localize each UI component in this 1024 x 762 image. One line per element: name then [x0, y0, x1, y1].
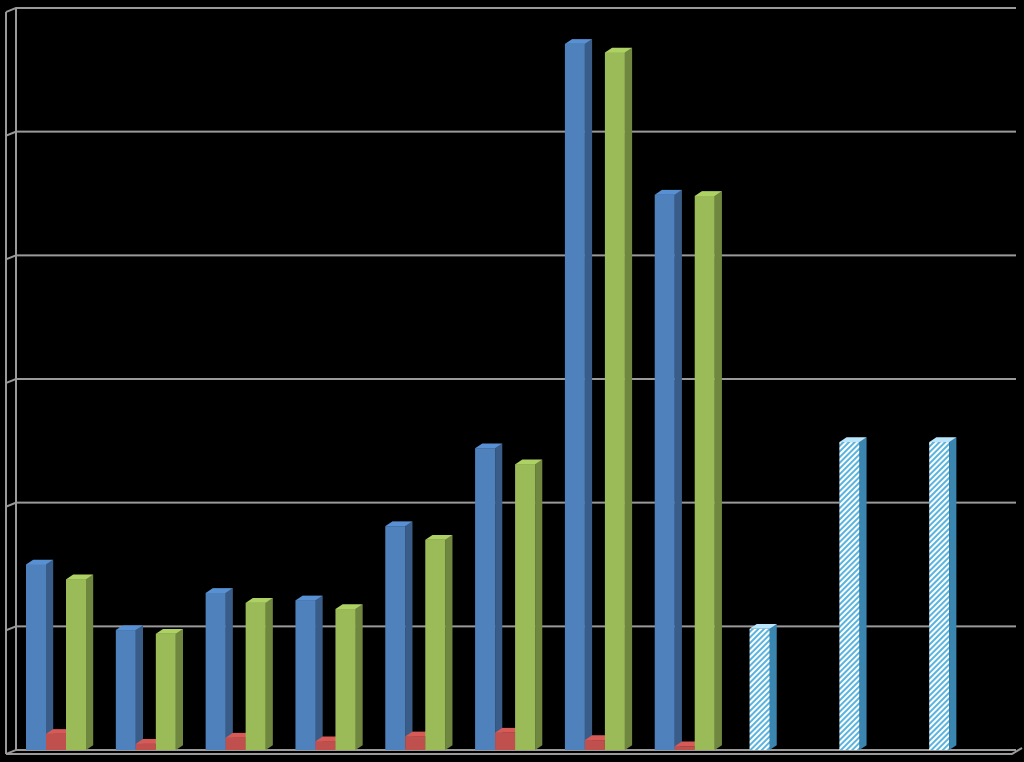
bar-series3-cat7-top — [604, 47, 633, 53]
bar-series4-cat11-top — [929, 437, 957, 443]
bar-series3-cat6-side — [535, 459, 543, 750]
bar-series1-cat1-side — [46, 559, 54, 750]
bar-series3-cat2 — [155, 628, 184, 750]
bar-series3-cat1 — [66, 574, 94, 750]
bar-series4-cat9-front — [749, 628, 770, 750]
bar-series4-cat11-side — [949, 437, 957, 750]
bar-series1-cat3 — [205, 588, 233, 750]
bar-series3-cat4-side — [355, 604, 363, 750]
axes — [5, 8, 1023, 755]
bars — [26, 39, 957, 751]
bar-series2-cat4-front — [315, 741, 336, 750]
bar-series3-cat5 — [425, 534, 453, 750]
bar-series1-cat3-top — [205, 588, 233, 593]
bar-series1-cat6-front — [475, 448, 496, 750]
bar-series3-cat2-side — [175, 628, 184, 750]
bar-series3-cat8-top — [694, 191, 722, 196]
bar-series3-cat4-top — [335, 604, 363, 610]
bar-series1-cat1 — [26, 559, 54, 750]
bar-series2-cat2-front — [135, 743, 156, 750]
bar-series1-cat4-top — [295, 595, 323, 601]
bar-series2-cat8-front — [674, 746, 695, 750]
bar-series2-cat6-front — [495, 732, 516, 750]
bar-series3-cat7 — [604, 47, 633, 751]
bar-series4-cat9 — [749, 624, 777, 750]
bar-series1-cat7-top — [564, 39, 593, 44]
bar-series3-cat8-side — [714, 191, 722, 750]
bar-series1-cat8-front — [654, 194, 675, 750]
bar-series4-cat11-front — [929, 442, 950, 750]
x-axis-floor — [6, 747, 1023, 755]
bar-series4-cat10-side — [859, 437, 867, 750]
bar-series3-cat3-front — [245, 602, 266, 750]
bar-series4-cat10 — [839, 437, 867, 750]
bar-series1-cat6-side — [495, 443, 503, 750]
bar-series3-cat3 — [245, 598, 273, 750]
bar-series3-cat5-top — [425, 534, 453, 540]
bar-series2-cat7-front — [584, 740, 605, 750]
bar-series4-cat9-top — [749, 624, 777, 629]
bar-series3-cat3-side — [265, 598, 273, 750]
bar-series3-cat6 — [515, 459, 543, 750]
bar-series1-cat4-side — [315, 595, 323, 750]
bar-series3-cat8-front — [694, 195, 715, 750]
bar-series1-cat5-front — [385, 526, 406, 750]
bar-series1-cat4-front — [295, 600, 316, 750]
bar-series3-cat7-front — [604, 52, 625, 750]
gridline — [5, 378, 1016, 384]
gridline — [5, 130, 1016, 137]
bar-series1-cat1-front — [26, 564, 46, 750]
bar-series4-cat10-front — [839, 442, 860, 750]
bar-series1-cat2 — [115, 625, 144, 750]
bar-series3-cat2-front — [155, 633, 176, 750]
bar-series1-cat3-front — [205, 592, 226, 750]
bar-series3-cat1-top — [66, 574, 94, 580]
bar-series1-cat5-top — [385, 521, 413, 527]
bar-series1-cat4 — [295, 595, 323, 750]
bar-series3-cat4-front — [335, 609, 356, 750]
bar-series1-cat7-front — [564, 43, 585, 750]
bar-series2-cat5-front — [405, 736, 426, 750]
bar-series1-cat2-top — [115, 625, 144, 631]
gridline — [5, 7, 1016, 13]
bar-series3-cat5-front — [425, 539, 446, 750]
bar-series1-cat7-side — [584, 39, 593, 750]
bar-series1-cat7 — [564, 39, 593, 750]
bar-series1-cat8-side — [674, 189, 682, 751]
bar-series1-cat3-side — [225, 588, 233, 750]
bar-series3-cat7-side — [624, 47, 633, 751]
bar-series3-cat4 — [335, 604, 363, 750]
bar-series3-cat1-side — [86, 574, 94, 750]
bar-series1-cat6-top — [475, 443, 503, 449]
bar-series1-cat8 — [654, 189, 682, 751]
bar-series4-cat9-side — [769, 624, 777, 750]
bar-series1-cat8-top — [654, 189, 682, 195]
bar-series3-cat5-side — [445, 534, 453, 750]
bar-series1-cat5 — [385, 521, 413, 750]
bar-series3-cat6-front — [515, 464, 536, 750]
bar-series3-cat6-top — [515, 459, 543, 465]
bar-series1-cat5-side — [405, 521, 413, 750]
bar-series3-cat2-top — [155, 628, 184, 634]
bar-series4-cat10-top — [839, 437, 867, 443]
bar-series3-cat3-top — [245, 598, 273, 603]
bar-series1-cat2-front — [115, 630, 136, 750]
bar-series3-cat8 — [694, 191, 722, 750]
bar-series1-cat6 — [475, 443, 503, 750]
gridline — [5, 254, 1016, 261]
bar-series4-cat11 — [929, 437, 957, 750]
bar-series3-cat1-front — [66, 579, 86, 750]
bar-series2-cat3-front — [225, 737, 246, 750]
bar-series1-cat1-top — [26, 559, 54, 565]
bar-series1-cat2-side — [135, 625, 144, 750]
bar-series2-cat1-front — [46, 733, 66, 750]
